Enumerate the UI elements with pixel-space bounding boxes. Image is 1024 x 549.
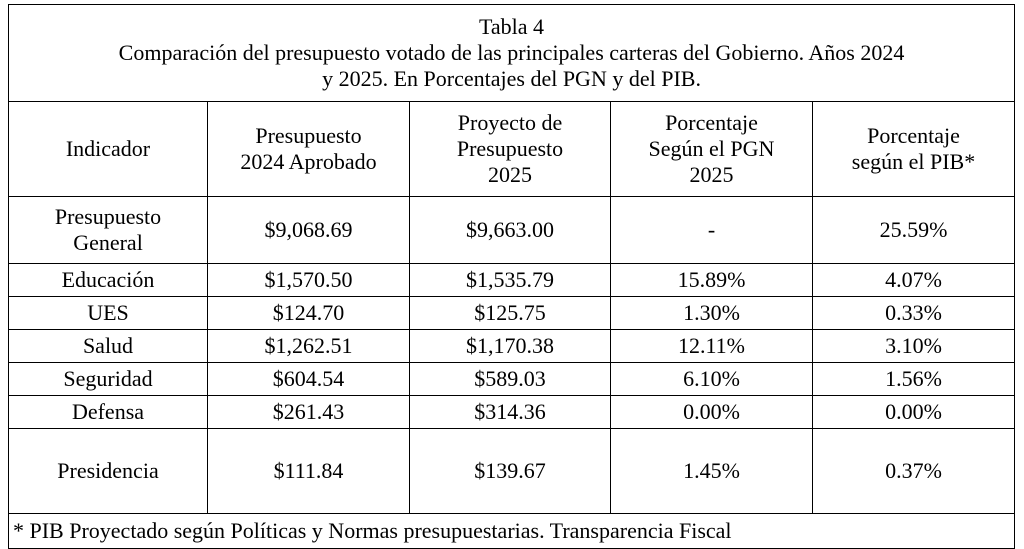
header-text: Según el PGN: [648, 136, 775, 161]
table-title: Tabla 4 Comparación del presupuesto vota…: [7, 4, 1016, 102]
header-porcentaje-pib: Porcentaje según el PIB*: [811, 101, 1016, 197]
cell-proyecto-2025: $125.75: [409, 296, 611, 330]
cell-pct-pib: 25.59%: [811, 196, 1016, 264]
table-row: Seguridad $604.54 $589.03 6.10% 1.56%: [8, 362, 1016, 396]
cell-indicador: Educación: [8, 263, 208, 297]
header-text: según el PIB*: [851, 149, 976, 174]
cell-proyecto-2025: $1,535.79: [409, 263, 611, 297]
cell-pct-pib: 3.10%: [811, 329, 1016, 363]
header-text: 2025: [488, 162, 532, 187]
cell-proyecto-2025: $589.03: [409, 362, 611, 396]
header-row: Indicador Presupuesto 2024 Aprobado Proy…: [8, 101, 1016, 197]
cell-aprobado-2024: $604.54: [207, 362, 410, 396]
cell-indicador: Defensa: [8, 395, 208, 429]
header-text: Presupuesto: [456, 136, 564, 161]
table-caption-line-2: y 2025. En Porcentajes del PGN y del PIB…: [322, 66, 701, 91]
cell-aprobado-2024: $124.70: [207, 296, 410, 330]
cell-pct-pgn: 15.89%: [610, 263, 813, 297]
cell-pct-pgn: 0.00%: [610, 395, 813, 429]
header-presupuesto-2024: Presupuesto 2024 Aprobado: [207, 101, 410, 197]
cell-aprobado-2024: $1,570.50: [207, 263, 410, 297]
header-text: Porcentaje: [867, 123, 960, 148]
cell-proyecto-2025: $314.36: [409, 395, 611, 429]
cell-aprobado-2024: $261.43: [207, 395, 410, 429]
table-row: UES $124.70 $125.75 1.30% 0.33%: [8, 296, 1016, 330]
cell-aprobado-2024: $111.84: [207, 428, 410, 514]
table-footnote: * PIB Proyectado según Políticas y Norma…: [7, 513, 1016, 549]
cell-proyecto-2025: $1,170.38: [409, 329, 611, 363]
cell-pct-pgn: 1.45%: [610, 428, 813, 514]
cell-aprobado-2024: $9,068.69: [207, 196, 410, 264]
cell-pct-pib: 1.56%: [811, 362, 1016, 396]
cell-aprobado-2024: $1,262.51: [207, 329, 410, 363]
table-row: Presidencia $111.84 $139.67 1.45% 0.37%: [8, 428, 1016, 514]
header-indicador: Indicador: [8, 101, 208, 197]
cell-proyecto-2025: $139.67: [409, 428, 611, 514]
cell-proyecto-2025: $9,663.00: [409, 196, 611, 264]
header-porcentaje-pgn: Porcentaje Según el PGN 2025: [610, 101, 813, 197]
table-row: Defensa $261.43 $314.36 0.00% 0.00%: [8, 395, 1016, 429]
cell-indicador: Salud: [8, 329, 208, 363]
header-proyecto-2025: Proyecto de Presupuesto 2025: [409, 101, 611, 197]
header-indicador-text: Indicador: [65, 136, 151, 161]
table-row: Presupuesto General $9,068.69 $9,663.00 …: [8, 196, 1016, 264]
cell-indicador: Presupuesto General: [8, 196, 208, 264]
header-text: Porcentaje: [665, 110, 758, 135]
cell-indicador: Seguridad: [8, 362, 208, 396]
cell-pct-pgn: 12.11%: [610, 329, 813, 363]
cell-pct-pib: 0.33%: [811, 296, 1016, 330]
header-text: Proyecto de: [457, 110, 563, 135]
indicator-text: General: [73, 230, 143, 255]
table-number: Tabla 4: [479, 14, 545, 39]
cell-pct-pgn: 1.30%: [610, 296, 813, 330]
header-text: 2025: [689, 162, 734, 187]
cell-pct-pgn: -: [610, 196, 813, 264]
table-row: Salud $1,262.51 $1,170.38 12.11% 3.10%: [8, 329, 1016, 363]
budget-comparison-table: Tabla 4 Comparación del presupuesto vota…: [7, 4, 1016, 549]
cell-indicador: UES: [8, 296, 208, 330]
cell-pct-pgn: 6.10%: [610, 362, 813, 396]
header-text: Presupuesto: [255, 123, 362, 148]
indicator-text: Presupuesto: [54, 204, 162, 229]
header-text: 2024 Aprobado: [240, 149, 377, 174]
cell-indicador: Presidencia: [8, 428, 208, 514]
cell-pct-pib: 0.00%: [811, 395, 1016, 429]
cell-pct-pib: 0.37%: [811, 428, 1016, 514]
table-caption-line-1: Comparación del presupuesto votado de la…: [118, 40, 905, 65]
cell-pct-pib: 4.07%: [811, 263, 1016, 297]
table-row: Educación $1,570.50 $1,535.79 15.89% 4.0…: [8, 263, 1016, 297]
